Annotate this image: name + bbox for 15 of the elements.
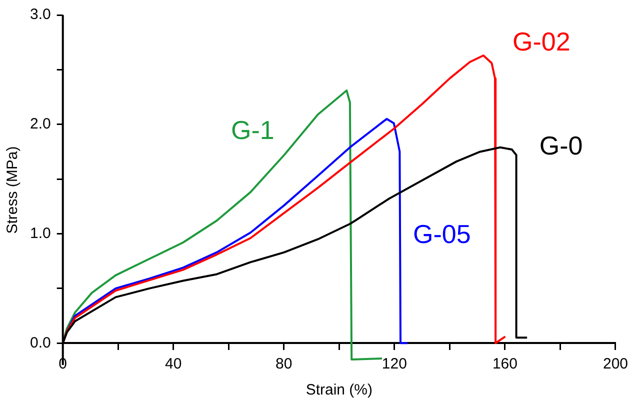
y-tick-label: 1.0 xyxy=(30,224,51,242)
series-label: G-1 xyxy=(231,115,274,146)
series-label: G-0 xyxy=(539,130,583,161)
x-tick-label: 40 xyxy=(165,355,182,372)
x-axis-title: Strain (%) xyxy=(306,381,373,398)
series-label: G-05 xyxy=(413,219,471,250)
x-tick-label: 200 xyxy=(602,355,628,372)
x-tick-label: 120 xyxy=(382,355,407,372)
y-tick-label: 3.0 xyxy=(30,6,51,24)
y-axis-title: Stress (MPa) xyxy=(4,146,22,234)
y-tick-label: 2.0 xyxy=(30,116,51,133)
x-tick-label: 80 xyxy=(276,355,292,372)
y-tick-label: 0.0 xyxy=(30,334,51,352)
series-label: G-02 xyxy=(512,26,570,57)
x-tick-label: 160 xyxy=(492,355,518,372)
